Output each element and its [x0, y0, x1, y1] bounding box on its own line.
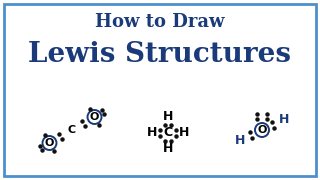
Text: H: H	[279, 113, 289, 126]
Text: How to Draw: How to Draw	[95, 13, 225, 31]
Text: H: H	[179, 127, 189, 140]
Text: O: O	[257, 125, 267, 135]
Text: O: O	[90, 112, 99, 122]
Text: H: H	[147, 127, 157, 140]
Text: C: C	[164, 127, 172, 140]
Text: O: O	[45, 138, 54, 148]
Text: H: H	[163, 143, 173, 156]
Text: H: H	[163, 111, 173, 123]
Text: Lewis Structures: Lewis Structures	[28, 42, 292, 69]
Text: H: H	[235, 134, 245, 147]
Text: C: C	[68, 125, 76, 135]
